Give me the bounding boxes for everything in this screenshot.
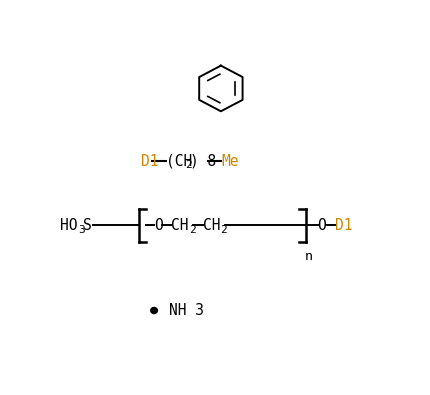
Text: D1: D1 <box>140 154 158 169</box>
Text: ) 8: ) 8 <box>190 154 216 169</box>
Text: CH: CH <box>171 218 188 233</box>
Text: n: n <box>304 250 312 263</box>
Text: 2: 2 <box>189 225 196 235</box>
Text: NH 3: NH 3 <box>169 303 204 318</box>
Text: 2: 2 <box>220 225 227 235</box>
Text: (CH: (CH <box>166 154 192 169</box>
Text: D1: D1 <box>335 218 352 233</box>
Text: CH: CH <box>203 218 220 233</box>
Text: O: O <box>154 218 162 233</box>
Text: Me: Me <box>221 154 239 169</box>
Text: O: O <box>316 218 326 233</box>
Circle shape <box>150 307 157 314</box>
Text: 3: 3 <box>78 225 85 235</box>
Text: 2: 2 <box>185 160 191 170</box>
Text: HO: HO <box>60 218 77 233</box>
Text: S: S <box>83 218 91 233</box>
